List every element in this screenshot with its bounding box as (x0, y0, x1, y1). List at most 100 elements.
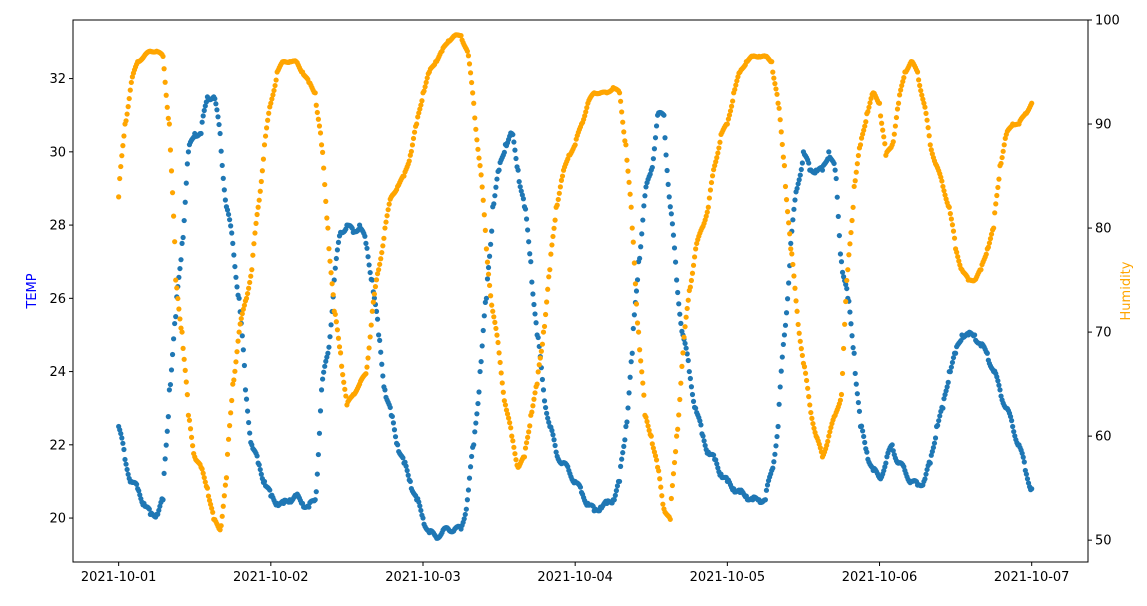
temp-point (484, 276, 491, 282)
humidity-point (381, 235, 387, 241)
temp-point (553, 449, 559, 455)
temp-point (668, 211, 674, 217)
humidity-point (670, 471, 677, 477)
humidity-point (716, 145, 722, 151)
humidity-point (268, 100, 274, 106)
temp-point (836, 232, 842, 239)
temp-point (685, 357, 691, 364)
temp-point (936, 418, 942, 424)
temp-point (122, 456, 128, 463)
humidity-point (895, 100, 902, 106)
humidity-point (379, 249, 385, 256)
temp-point (118, 430, 124, 437)
humidity-point (259, 168, 265, 174)
series-temp (116, 94, 1035, 541)
humidity-point (479, 184, 485, 190)
left-y-tick-label: 32 (49, 72, 66, 87)
humidity-point (671, 459, 678, 466)
humidity-point (421, 88, 427, 94)
humidity-point (1029, 100, 1035, 106)
humidity-point (549, 242, 555, 248)
humidity-point (805, 385, 811, 391)
humidity-point (246, 285, 252, 291)
humidity-point (644, 418, 650, 425)
humidity-point (126, 95, 132, 102)
humidity-point (770, 69, 776, 75)
humidity-point (865, 109, 871, 115)
humidity-point (218, 523, 224, 529)
temp-point (890, 448, 896, 454)
temp-point (491, 201, 497, 207)
humidity-point (224, 451, 231, 457)
humidity-point (925, 125, 931, 131)
temp-point (701, 438, 707, 444)
humidity-point (956, 258, 962, 264)
temp-point (994, 374, 1000, 380)
left-y-tick-label: 26 (49, 292, 66, 307)
humidity-point (782, 183, 789, 190)
humidity-point (178, 325, 184, 331)
humidity-point (799, 352, 805, 359)
temp-point (224, 207, 231, 213)
temp-point (788, 240, 794, 246)
humidity-point (260, 156, 267, 162)
humidity-point (641, 392, 647, 398)
humidity-point (175, 295, 181, 302)
humidity-point (263, 125, 270, 131)
humidity-point (220, 503, 226, 509)
temp-point (612, 492, 618, 498)
humidity-point (249, 267, 255, 273)
plot-frame (72, 19, 1089, 563)
humidity-point (624, 157, 630, 163)
right-y-tick-label: 80 (1095, 222, 1112, 237)
humidity-point (939, 178, 945, 184)
humidity-point (386, 201, 392, 207)
temp-point (322, 363, 328, 369)
humidity-point (949, 222, 956, 228)
humidity-point (376, 267, 382, 273)
humidity-point (234, 349, 240, 355)
humidity-point (382, 225, 388, 231)
temp-point (382, 387, 388, 393)
temp-point (839, 269, 846, 275)
humidity-point (414, 121, 420, 127)
humidity-point (927, 142, 933, 148)
humidity-point (1002, 135, 1008, 141)
humidity-point (637, 347, 643, 353)
temp-point (529, 279, 535, 285)
temp-point (786, 280, 792, 286)
humidity-point (678, 380, 684, 386)
temp-point (618, 463, 624, 469)
temp-point (488, 241, 494, 247)
humidity-point (1001, 142, 1007, 148)
humidity-point (489, 302, 495, 308)
humidity-point (247, 279, 253, 286)
humidity-point (232, 368, 238, 374)
humidity-point (928, 147, 934, 153)
temp-point (247, 430, 253, 436)
left-axis-label: TEMP (25, 273, 40, 309)
humidity-point (117, 175, 123, 182)
temp-point (1024, 476, 1031, 482)
humidity-point (227, 423, 233, 429)
humidity-point (733, 82, 739, 88)
temp-point (374, 316, 381, 322)
humidity-point (498, 370, 504, 376)
humidity-point (465, 53, 472, 59)
temp-point (418, 507, 424, 514)
humidity-point (955, 254, 961, 260)
temp-point (861, 433, 867, 440)
humidity-point (689, 270, 696, 276)
humidity-point (848, 229, 854, 236)
humidity-point (715, 150, 721, 156)
temp-point (481, 313, 487, 319)
temp-point (173, 314, 179, 320)
humidity-point (773, 86, 779, 92)
humidity-point (978, 267, 984, 273)
temp-point (781, 332, 788, 338)
humidity-point (917, 82, 923, 89)
humidity-point (321, 165, 327, 171)
temp-point (119, 435, 125, 441)
humidity-point (727, 108, 734, 114)
